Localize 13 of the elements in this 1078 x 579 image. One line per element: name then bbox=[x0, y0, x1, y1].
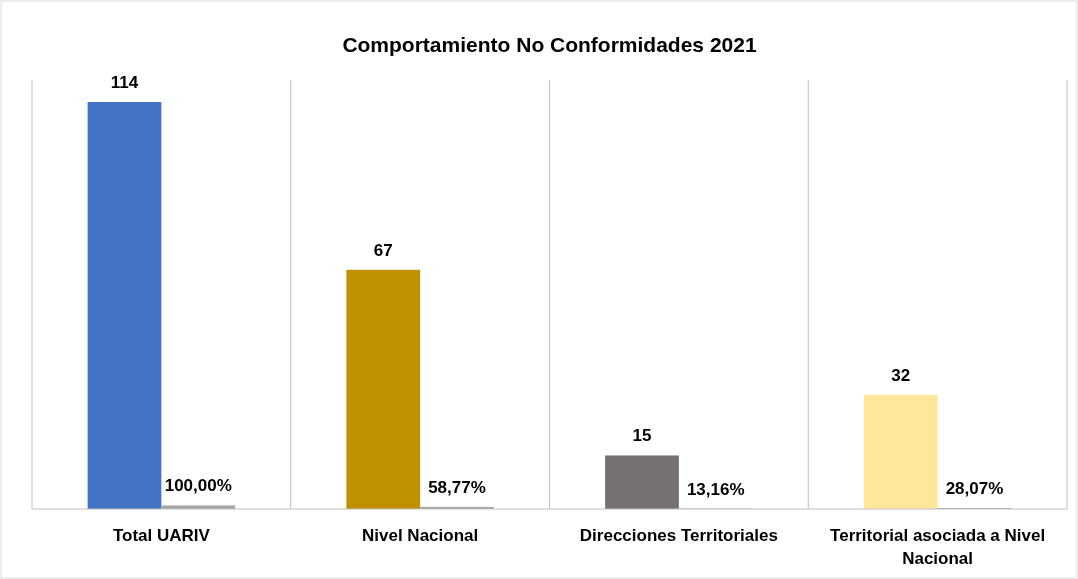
data-label: 114 bbox=[110, 73, 139, 92]
data-label: 32 bbox=[891, 365, 911, 385]
chart-title: Comportamiento No Conformidades 2021 bbox=[342, 33, 757, 56]
data-label: 100,00% bbox=[164, 476, 232, 496]
data-label: 15 bbox=[632, 426, 652, 446]
data-label: 28,07% bbox=[945, 479, 1004, 498]
data-label: 13,16% bbox=[686, 479, 745, 499]
x-tick-label: Direcciones Territoriales bbox=[579, 526, 778, 545]
x-tick-label: Total UARIV bbox=[112, 526, 211, 545]
x-tick-label: Territorial asociada a Nivel Nacional bbox=[830, 526, 1046, 568]
data-label: 67 bbox=[373, 240, 393, 260]
data-label: 58,77% bbox=[428, 477, 486, 497]
x-tick-label: Nivel Nacional bbox=[362, 526, 479, 545]
